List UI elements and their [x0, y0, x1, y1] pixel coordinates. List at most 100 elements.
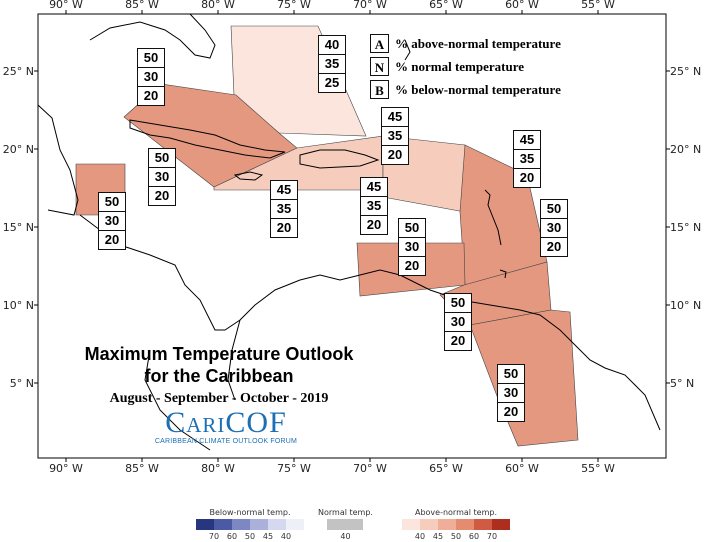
above-value: 45	[514, 131, 540, 150]
y-tick-label: 20° N	[3, 143, 34, 156]
key-text: % normal temperature	[395, 58, 525, 74]
scale-ticks: 70 60 50 45 40	[196, 532, 304, 541]
prob-box-abc-islands: 50 30 20	[398, 218, 426, 276]
x-tick-label: 80° W	[201, 462, 235, 475]
key-letter: N	[370, 57, 389, 76]
key-text: % above-normal temperature	[395, 35, 561, 51]
above-value: 45	[382, 108, 408, 127]
above-value: 50	[138, 49, 164, 68]
scale-bar	[196, 519, 304, 530]
scale-swatch	[214, 519, 232, 530]
prob-box-guianas: 50 30 20	[497, 364, 525, 422]
logo-subtitle: CARIBBEAN CLIMATE OUTLOOK FORUM	[154, 438, 298, 445]
x-tick-label: 90° W	[49, 0, 83, 11]
scale-bar	[402, 519, 510, 530]
prob-box-belize: 50 30 20	[98, 192, 126, 250]
normal-value: 30	[541, 219, 567, 238]
scale-tick: 50	[450, 532, 462, 541]
y-tick-label: 10° N	[3, 299, 34, 312]
below-value: 20	[450, 333, 466, 348]
normal-value: 30	[138, 68, 164, 87]
below-value: 20	[503, 404, 519, 419]
prob-box-bahamas: 40 35 25	[318, 35, 346, 93]
above-value: 45	[271, 181, 297, 200]
scale-swatch	[286, 519, 304, 530]
scale-ticks: 40 45 50 60 70	[402, 532, 510, 541]
above-value: 50	[149, 149, 175, 168]
y-tick-label: 25° N	[3, 65, 34, 78]
normal-value: 30	[99, 212, 125, 231]
y-tick-label: 15° N	[670, 221, 701, 234]
scale-swatch	[492, 519, 510, 530]
y-axis-left: 25° N 20° N 15° N 10° N 5° N	[3, 65, 34, 390]
below-value: 25	[324, 75, 340, 90]
x-tick-label: 80° W	[201, 0, 235, 11]
y-ticks	[34, 70, 670, 384]
scale-title: Above-normal temp.	[414, 508, 498, 517]
scale-swatch	[438, 519, 456, 530]
scale-tick: 60	[468, 532, 480, 541]
x-tick-label: 65° W	[429, 0, 463, 11]
scale-swatch	[250, 519, 268, 530]
scale-tick: 45	[432, 532, 444, 541]
prob-box-cuba: 50 30 20	[137, 48, 165, 106]
key-row-above: A % above-normal temperature	[370, 32, 561, 55]
scale-bar	[318, 519, 373, 530]
scale-ticks: 40	[318, 532, 373, 541]
x-ticks	[65, 10, 599, 462]
key-letter: B	[370, 80, 389, 99]
scale-swatch	[196, 519, 214, 530]
y-tick-label: 5° N	[10, 377, 34, 390]
below-value: 20	[404, 258, 420, 273]
prob-box-trinidad: 50 30 20	[444, 293, 472, 351]
y-tick-label: 10° N	[670, 299, 701, 312]
scale-below-normal: Below-normal temp. 70 60 50 45 40	[196, 508, 304, 541]
below-value: 20	[143, 88, 159, 103]
forecast-period: August - September - October - 2019	[109, 391, 329, 406]
prob-box-western-caribbean: 50 30 20	[148, 148, 176, 206]
below-value: 20	[519, 170, 535, 185]
below-value: 20	[104, 232, 120, 247]
x-tick-label: 90° W	[49, 462, 83, 475]
normal-value: 35	[361, 197, 387, 216]
above-value: 50	[399, 219, 425, 238]
scale-swatch	[420, 519, 438, 530]
x-tick-label: 85° W	[125, 462, 159, 475]
x-tick-label: 70° W	[353, 0, 387, 11]
below-value: 20	[387, 147, 403, 162]
below-value: 20	[366, 217, 382, 232]
prob-box-northern-leewards: 45 35 20	[513, 130, 541, 188]
normal-value: 35	[319, 55, 345, 74]
prob-box-eastern-caribbean: 50 30 20	[540, 199, 568, 257]
scale-swatch	[327, 519, 346, 530]
above-value: 40	[319, 36, 345, 55]
normal-value: 35	[514, 150, 540, 169]
scale-tick: 50	[244, 532, 256, 541]
key-text: % below-normal temperature	[395, 81, 561, 97]
above-value: 50	[445, 294, 471, 313]
x-tick-label: 70° W	[353, 462, 387, 475]
scale-title: Below-normal temp.	[209, 508, 291, 517]
x-tick-label: 55° W	[581, 0, 615, 11]
x-tick-label: 60° W	[505, 462, 539, 475]
scale-tick: 45	[262, 532, 274, 541]
normal-value: 30	[445, 313, 471, 332]
normal-value: 30	[498, 384, 524, 403]
x-tick-label: 75° W	[277, 0, 311, 11]
y-tick-label: 5° N	[670, 377, 694, 390]
above-value: 50	[541, 200, 567, 219]
prob-box-puerto-rico: 45 35 20	[381, 107, 409, 165]
logo-wordmark: CariCOF	[165, 406, 287, 439]
key-row-below: B % below-normal temperature	[370, 78, 561, 101]
below-value: 20	[546, 239, 562, 254]
scale-normal: Normal temp. 40	[318, 508, 373, 541]
scale-tick: 40	[280, 532, 292, 541]
title-line-1: Maximum Temperature Outlook	[84, 344, 354, 364]
scale-swatch	[345, 519, 364, 530]
above-value: 50	[99, 193, 125, 212]
prob-box-jamaica: 45 35 20	[270, 180, 298, 238]
normal-value: 35	[382, 127, 408, 146]
scale-tick: 40	[340, 532, 351, 541]
normal-value: 30	[149, 168, 175, 187]
key-row-normal: N % normal temperature	[370, 55, 561, 78]
